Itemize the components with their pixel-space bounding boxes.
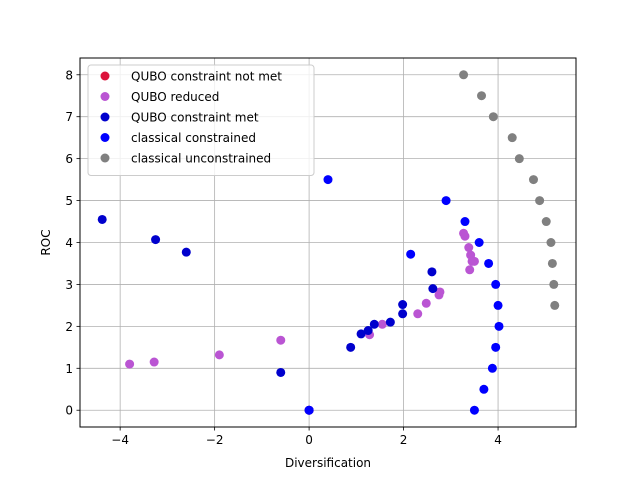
legend-label: QUBO constraint not met [131,70,282,84]
x-tick-label: −4 [111,433,129,447]
data-point [398,300,408,310]
y-tick-label: 7 [65,110,73,124]
data-point [547,258,557,268]
legend-marker [100,71,110,81]
data-point [428,284,438,294]
data-point [435,287,445,297]
data-point [469,405,479,415]
legend-label: QUBO reduced [131,90,219,104]
legend-label: classical constrained [131,131,256,145]
data-point [549,279,559,289]
legend-marker [100,153,110,163]
x-tick-label: 2 [400,433,408,447]
y-tick-label: 0 [65,404,73,418]
data-point [494,321,504,331]
data-point [97,214,107,224]
legend-box [87,64,315,176]
data-point [491,342,501,352]
legend: QUBO constraint not met QUBO reduced QUBO … [87,64,315,176]
data-point [550,300,560,310]
data-point [421,298,431,308]
data-points [97,70,560,415]
y-axis-label: ROC [39,229,53,255]
data-point [125,359,135,369]
data-point [377,319,387,329]
data-point [181,247,191,257]
y-tick-label: 3 [65,278,73,292]
legend-marker [100,133,110,142]
data-point [535,196,545,206]
data-point [479,384,489,394]
data-point [514,154,524,164]
x-tick-label: −2 [206,433,224,447]
data-point [460,217,470,227]
data-point [356,329,366,339]
y-tick-label: 1 [65,362,73,376]
data-point [369,319,379,329]
data-point [276,335,286,345]
axis-ticks: −4 −2 0 2 4 0 1 2 3 4 5 6 7 8 [65,68,502,447]
data-point [541,217,551,227]
data-point [487,363,497,373]
y-tick-label: 5 [65,194,73,208]
legend-marker [100,112,110,122]
legend-label: QUBO constraint met [131,111,259,125]
y-tick-label: 8 [65,68,73,82]
data-point [474,238,484,247]
data-point [484,258,494,268]
data-point [441,196,451,206]
data-point [469,256,479,266]
data-point [398,309,408,319]
data-point [151,235,161,245]
x-tick-label: 0 [305,433,313,447]
data-point [528,175,538,185]
data-point [459,70,469,80]
data-point [149,357,159,367]
data-point [346,342,356,352]
data-point [493,300,503,310]
data-point [276,367,286,377]
data-point [214,350,224,360]
data-point [507,133,517,143]
data-point [491,279,501,289]
data-point [465,265,475,275]
data-point [413,309,423,319]
y-tick-label: 2 [65,320,73,334]
legend-label: classical unconstrained [131,152,271,166]
data-point [385,317,395,327]
data-point [460,231,470,241]
data-point [406,249,416,259]
data-point [477,91,487,101]
data-point [427,267,437,277]
x-tick-label: 4 [494,433,502,447]
y-tick-label: 4 [65,236,73,250]
data-point [546,238,556,247]
data-point [488,112,498,122]
x-axis-label: Diversification [285,456,371,470]
y-tick-label: 6 [65,152,73,166]
data-point [323,175,333,185]
data-point [464,243,474,253]
data-point [363,326,373,336]
legend-marker [100,92,110,101]
data-point [304,405,314,415]
